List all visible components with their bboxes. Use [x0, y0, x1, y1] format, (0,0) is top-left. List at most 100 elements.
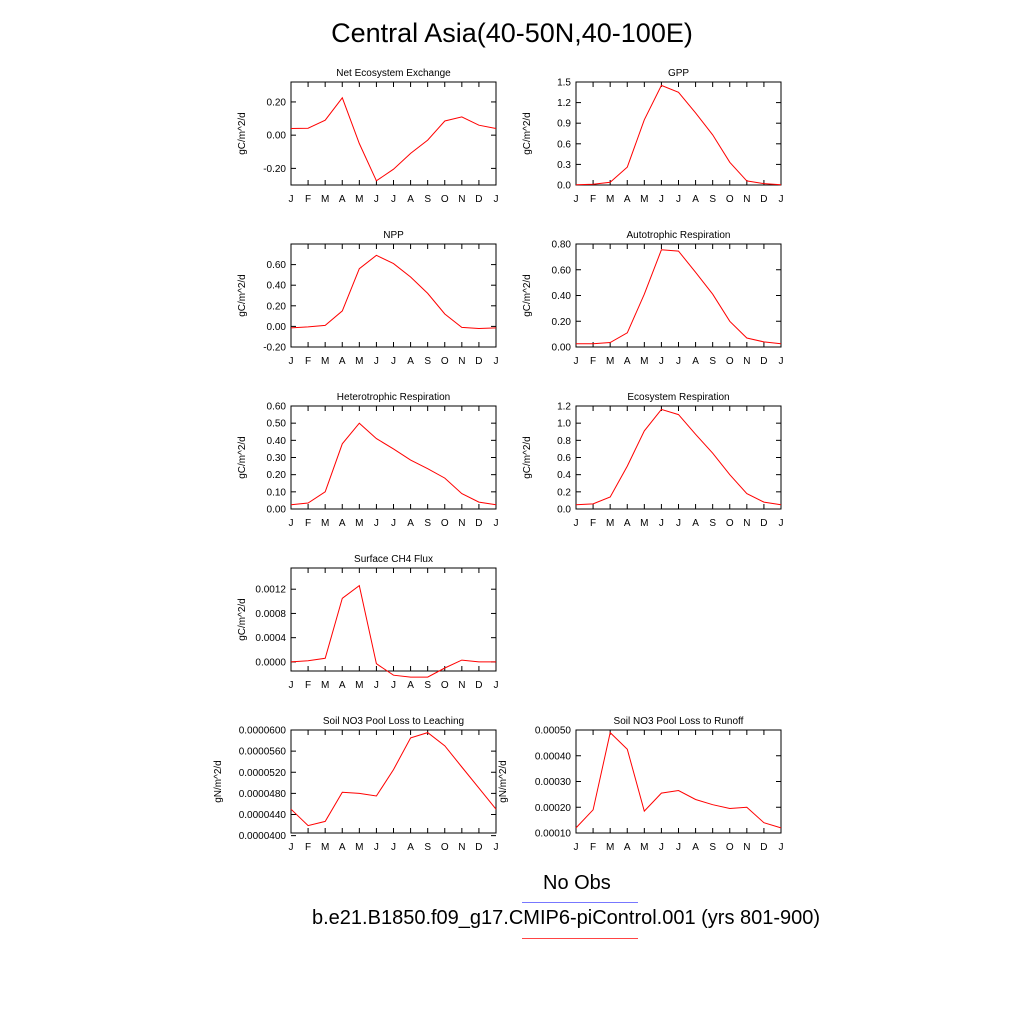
y-tick-label: 0.40: [552, 291, 572, 302]
chart-title: Soil NO3 Pool Loss to Leaching: [323, 716, 464, 727]
x-tick-label: M: [321, 356, 329, 367]
y-axis-label: gC/m^2/d: [237, 436, 248, 479]
chart-title: Ecosystem Respiration: [627, 392, 729, 403]
x-tick-label: J: [779, 356, 784, 367]
series-line: [575, 731, 782, 829]
x-tick-label: J: [374, 518, 379, 529]
x-tick-label: J: [574, 356, 579, 367]
x-tick-label: F: [305, 356, 311, 367]
y-tick-label: -0.20: [263, 164, 286, 175]
x-tick-label: J: [374, 680, 379, 691]
y-tick-label: 0.20: [552, 317, 572, 328]
x-tick-label: F: [590, 356, 596, 367]
y-tick-label: 0.0: [557, 505, 571, 516]
x-tick-label: D: [475, 194, 482, 205]
x-tick-label: D: [475, 680, 482, 691]
x-tick-label: J: [374, 356, 379, 367]
x-tick-label: J: [391, 680, 396, 691]
y-axis-label: gN/m^2/d: [498, 760, 509, 803]
y-tick-label: 0.0000480: [239, 789, 287, 800]
x-tick-label: A: [692, 842, 699, 853]
x-tick-label: A: [692, 194, 699, 205]
y-tick-label: 0.80: [552, 240, 572, 251]
y-axis-label: gC/m^2/d: [237, 598, 248, 641]
x-tick-label: O: [441, 842, 449, 853]
x-tick-label: S: [424, 356, 431, 367]
y-tick-label: 0.00: [267, 505, 287, 516]
series-line: [290, 422, 497, 506]
series-line: [290, 732, 497, 827]
x-tick-label: J: [391, 356, 396, 367]
x-tick-label: A: [339, 356, 346, 367]
x-tick-label: D: [760, 356, 767, 367]
x-tick-label: M: [640, 356, 648, 367]
x-tick-label: M: [640, 194, 648, 205]
y-tick-label: -0.20: [263, 343, 286, 354]
chart-title: Soil NO3 Pool Loss to Runoff: [614, 716, 744, 727]
plot-frame: [290, 729, 497, 834]
x-tick-label: J: [659, 194, 664, 205]
series-line: [576, 249, 782, 345]
y-axis-label: gC/m^2/d: [522, 436, 533, 479]
series-line: [575, 84, 782, 186]
x-tick-label: M: [606, 356, 614, 367]
x-tick-label: F: [305, 518, 311, 529]
x-tick-label: J: [659, 356, 664, 367]
x-tick-label: M: [606, 194, 614, 205]
chart-title: Net Ecosystem Exchange: [336, 68, 451, 79]
y-tick-label: 1.2: [557, 402, 571, 413]
y-tick-label: 0.40: [267, 281, 287, 292]
plot-frame: [290, 243, 497, 348]
x-tick-label: J: [574, 194, 579, 205]
x-tick-label: S: [424, 680, 431, 691]
x-tick-label: N: [458, 356, 465, 367]
x-tick-label: S: [424, 194, 431, 205]
y-tick-label: 0.9: [557, 119, 571, 130]
x-tick-label: J: [659, 842, 664, 853]
x-tick-label: J: [659, 518, 664, 529]
x-tick-label: D: [760, 518, 767, 529]
chart-title: NPP: [383, 230, 404, 241]
y-axis-label: gC/m^2/d: [237, 274, 248, 317]
x-tick-label: F: [305, 194, 311, 205]
x-tick-label: M: [640, 518, 648, 529]
x-tick-label: D: [760, 194, 767, 205]
y-tick-label: 0.40: [267, 436, 287, 447]
x-tick-label: N: [458, 680, 465, 691]
x-tick-label: J: [289, 518, 294, 529]
y-tick-label: 0.00020: [535, 803, 572, 814]
x-tick-label: A: [692, 518, 699, 529]
x-tick-label: N: [743, 518, 750, 529]
y-tick-label: 1.0: [557, 419, 571, 430]
x-tick-label: F: [590, 518, 596, 529]
y-tick-label: 0.0000560: [239, 747, 287, 758]
x-tick-label: O: [726, 518, 734, 529]
chart-title: Surface CH4 Flux: [354, 554, 433, 565]
x-tick-label: M: [355, 680, 363, 691]
x-tick-label: J: [494, 356, 499, 367]
x-tick-label: J: [289, 842, 294, 853]
y-tick-label: 0.00: [267, 131, 287, 142]
x-tick-label: J: [374, 194, 379, 205]
y-axis-label: gC/m^2/d: [522, 274, 533, 317]
x-tick-label: F: [305, 842, 311, 853]
y-axis-label: gC/m^2/d: [237, 112, 248, 155]
plot-frame: [575, 729, 782, 834]
x-tick-label: J: [494, 842, 499, 853]
legend-case-label: b.e21.B1850.f09_g17.CMIP6-piControl.001 …: [312, 907, 821, 929]
y-tick-label: 0.0012: [255, 585, 286, 596]
x-tick-label: O: [441, 680, 449, 691]
x-tick-label: J: [676, 842, 681, 853]
plot-frame: [575, 81, 782, 186]
y-tick-label: 0.6: [557, 139, 571, 150]
x-tick-label: A: [624, 194, 631, 205]
x-tick-label: J: [494, 194, 499, 205]
x-tick-label: N: [743, 842, 750, 853]
series-line: [290, 584, 496, 678]
x-tick-label: A: [339, 842, 346, 853]
x-tick-label: A: [624, 842, 631, 853]
legend-obs-label: No Obs: [543, 872, 611, 894]
